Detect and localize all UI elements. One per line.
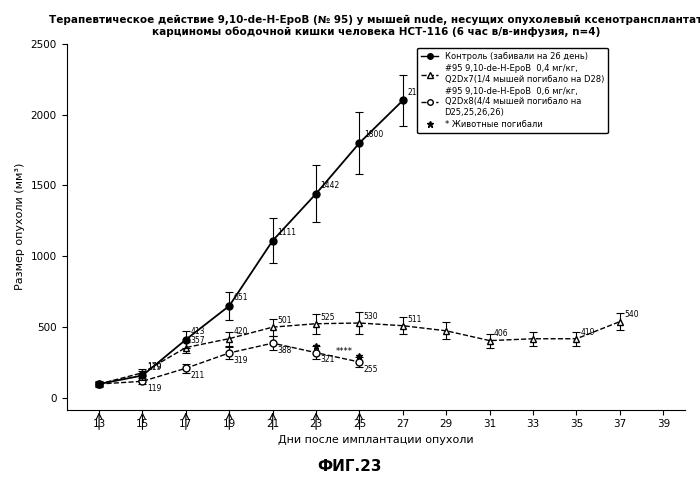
Text: 406: 406 bbox=[494, 330, 509, 339]
Title: Терапевтическое действие 9,10-de-H-EpoB (№ 95) у мышей nude, несущих опухолевый : Терапевтическое действие 9,10-de-H-EpoB … bbox=[49, 15, 700, 37]
Text: 413: 413 bbox=[190, 327, 204, 336]
Text: 388: 388 bbox=[277, 346, 291, 355]
Text: 530: 530 bbox=[364, 312, 379, 321]
Text: 525: 525 bbox=[321, 313, 335, 321]
Text: 1442: 1442 bbox=[321, 181, 340, 190]
Text: 511: 511 bbox=[407, 315, 421, 324]
Text: 319: 319 bbox=[234, 356, 248, 365]
Text: 419: 419 bbox=[581, 328, 595, 337]
Text: 119: 119 bbox=[147, 363, 161, 372]
X-axis label: Дни после имплантации опухоли: Дни после имплантации опухоли bbox=[278, 435, 474, 445]
Text: 321: 321 bbox=[321, 355, 335, 365]
Text: 119: 119 bbox=[147, 384, 161, 393]
Text: 651: 651 bbox=[234, 293, 248, 302]
Text: 501: 501 bbox=[277, 316, 291, 325]
Text: 420: 420 bbox=[234, 328, 248, 336]
Legend: Контроль (забивали на 26 день), #95 9,10-de-H-EpoB  0,4 мг/кг,
Q2Dx7(1/4 мышей п: Контроль (забивали на 26 день), #95 9,10… bbox=[417, 48, 608, 133]
Text: 2100: 2100 bbox=[407, 88, 426, 97]
Text: 357: 357 bbox=[190, 336, 205, 345]
Text: 179: 179 bbox=[147, 362, 161, 371]
Text: 540: 540 bbox=[624, 310, 639, 319]
Text: 1111: 1111 bbox=[277, 228, 296, 237]
Text: 255: 255 bbox=[364, 365, 378, 374]
Text: 1800: 1800 bbox=[364, 130, 383, 139]
Text: ****: **** bbox=[336, 347, 353, 356]
Text: 211: 211 bbox=[190, 371, 204, 380]
Y-axis label: Размер опухоли (мм³): Размер опухоли (мм³) bbox=[15, 163, 25, 290]
Text: ФИГ.23: ФИГ.23 bbox=[318, 459, 382, 474]
